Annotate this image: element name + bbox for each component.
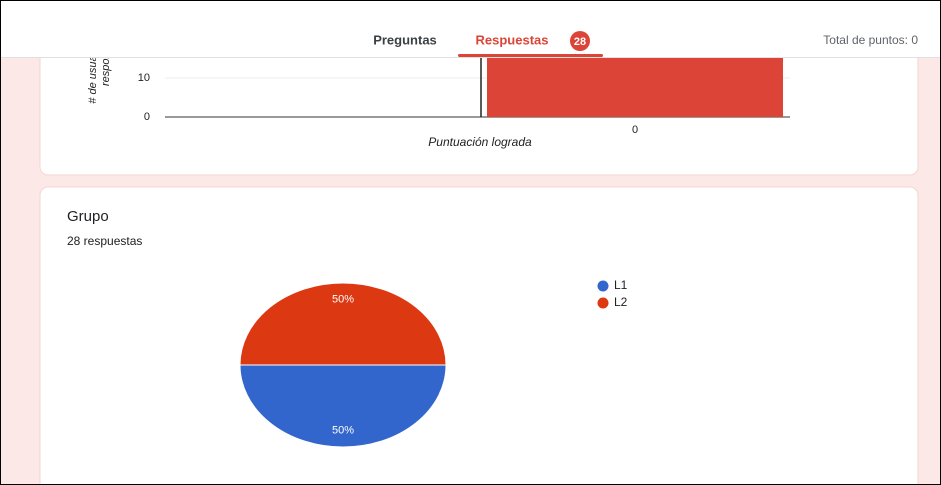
legend-label: L2 — [614, 295, 628, 309]
total-points: Total de puntos: 0 — [823, 33, 918, 47]
card-subtitle: 28 respuestas — [67, 234, 142, 248]
legend-swatch — [597, 280, 609, 292]
badge — [570, 31, 590, 51]
slice-label: 50% — [332, 293, 354, 305]
x-axis-label: Puntuación lograda — [428, 135, 532, 149]
y-tick-label: 10 — [138, 72, 150, 84]
card-title: Grupo — [67, 208, 109, 225]
y-tick-label: 0 — [144, 111, 150, 123]
pie-slice — [239, 364, 447, 448]
legend-label: L1 — [614, 278, 628, 292]
x-tick-label: 0 — [632, 124, 638, 136]
pie-slice — [239, 282, 447, 366]
badge-count: 28 — [574, 36, 586, 48]
slice-label: 50% — [332, 425, 354, 437]
tab-underline — [458, 54, 603, 57]
tab[interactable]: Preguntas — [373, 32, 437, 47]
legend-swatch — [597, 297, 609, 309]
header: Preguntas Respuestas 28 Total de puntos:… — [0, 0, 941, 58]
tab-active[interactable]: Respuestas — [476, 32, 549, 47]
content: Grupo 28 respuestas Puntuación lograda #… — [39, 7, 919, 485]
header-bar — [0, 0, 941, 57]
group-card — [39, 186, 919, 485]
